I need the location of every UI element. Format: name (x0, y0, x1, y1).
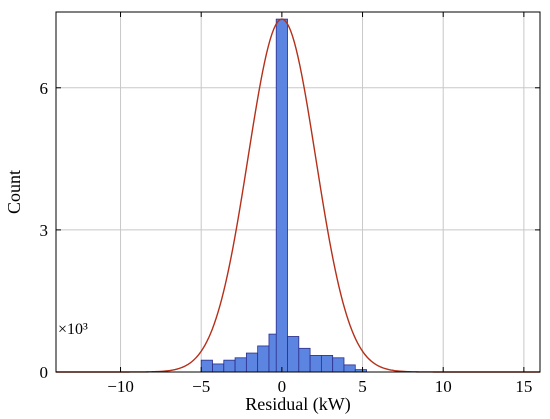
histogram-bar (320, 355, 334, 373)
histogram-bar (287, 336, 300, 373)
y-tick-label: 3 (40, 221, 49, 240)
histogram-bar (245, 352, 259, 373)
histogram-bar (223, 359, 236, 373)
y-tick-label: 6 (40, 79, 49, 98)
histogram-bar (275, 18, 288, 373)
y-axis-title: Count (4, 170, 24, 214)
y-multiplier-label: ×10³ (58, 321, 88, 338)
x-tick-label: 0 (278, 377, 287, 396)
plot-frame (55, 11, 541, 373)
histogram-bar (212, 363, 225, 373)
tick-labels: −10 −5 0 5 10 15 0 3 6 (40, 79, 533, 396)
x-tick-label: −5 (192, 377, 210, 396)
histogram-bar (298, 347, 311, 373)
x-tick-label: 5 (358, 377, 367, 396)
y-tick-label: 0 (40, 363, 49, 382)
plot-background (56, 12, 540, 372)
histogram-bar (343, 364, 356, 373)
x-tick-label: 10 (435, 377, 452, 396)
histogram-bar (257, 345, 270, 373)
x-axis-title: Residual (kW) (245, 394, 350, 415)
axes (55, 11, 541, 373)
histogram-bar (309, 355, 322, 373)
histogram-bar (234, 357, 247, 373)
x-tick-label: 15 (515, 377, 532, 396)
histogram-bar (200, 359, 213, 373)
histogram-bar (332, 357, 345, 373)
x-tick-label: −10 (107, 377, 134, 396)
